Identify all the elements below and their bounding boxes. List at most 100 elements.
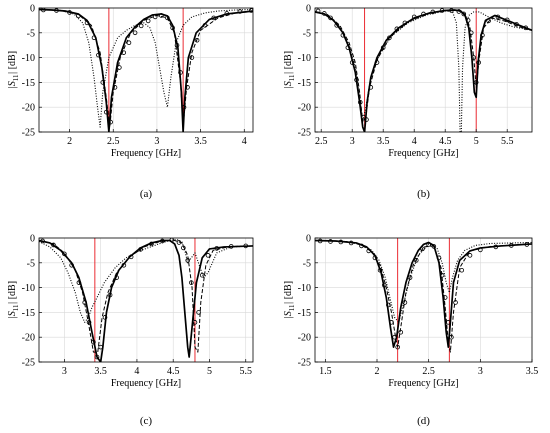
x-tick-label: 3: [154, 136, 159, 147]
x-axis-label: Frequency [GHz]: [111, 378, 181, 389]
measured-point: [315, 8, 321, 14]
measured-point: [243, 243, 249, 249]
series-line-dotted: [315, 10, 532, 132]
measured-point: [98, 344, 103, 350]
measured-point: [224, 11, 230, 16]
measured-point: [62, 251, 67, 257]
measured-point: [176, 240, 182, 245]
measured-point: [121, 262, 127, 268]
y-tick-label: -10: [22, 53, 35, 64]
y-tick-label: -15: [22, 78, 35, 89]
x-tick-label: 3: [478, 366, 483, 377]
series-line-dotted: [315, 239, 532, 323]
measured-point: [91, 35, 97, 41]
measured-point: [407, 275, 413, 280]
measured-point: [211, 15, 216, 21]
x-tick-label: 3: [350, 136, 355, 147]
measured-point: [112, 85, 118, 90]
x-axis-label: Frequency [GHz]: [388, 148, 458, 159]
x-tick-label: 4.5: [167, 366, 180, 377]
measured-point: [395, 344, 400, 350]
measured-point: [160, 238, 165, 244]
measured-point: [486, 18, 491, 24]
y-tick-label: 0: [30, 234, 35, 245]
measured-point: [471, 55, 477, 60]
measured-point: [473, 80, 479, 85]
y-tick-label: -20: [22, 333, 35, 344]
measured-point: [158, 13, 164, 18]
x-tick-label: 5.5: [239, 366, 252, 377]
measured-point: [368, 85, 374, 90]
measured-point: [76, 13, 81, 19]
measured-point: [40, 238, 45, 244]
measured-point: [121, 50, 127, 55]
x-tick-label: 3.5: [526, 366, 539, 377]
y-tick-label: -25: [298, 358, 311, 369]
measured-point: [181, 104, 187, 110]
y-tick-label: -25: [298, 128, 311, 139]
measured-point: [514, 22, 519, 27]
measured-point: [476, 60, 481, 65]
measured-point: [413, 258, 419, 263]
measured-point: [449, 8, 454, 13]
y-tick-label: -5: [303, 28, 311, 39]
x-tick-label: 2.5: [422, 366, 435, 377]
panel-label: (d): [417, 415, 430, 427]
series-line-dashed: [39, 8, 253, 128]
measured-point: [54, 8, 59, 13]
measured-point: [480, 32, 485, 38]
y-axis-label: |S11| [dB]: [7, 281, 20, 319]
measured-point: [94, 354, 100, 360]
measured-point: [504, 17, 510, 23]
x-tick-label: 3.5: [377, 136, 390, 147]
measured-point: [51, 242, 56, 248]
measured-point: [523, 25, 529, 31]
measured-point: [478, 247, 483, 253]
measured-point: [439, 272, 445, 278]
measured-point: [114, 275, 119, 280]
measured-point: [185, 258, 191, 263]
x-tick-label: 2: [375, 366, 380, 377]
x-tick-label: 4: [242, 136, 247, 147]
x-axis-label: Frequency [GHz]: [388, 378, 458, 389]
measured-point: [493, 244, 499, 250]
measured-point: [389, 320, 394, 325]
measured-point: [165, 15, 170, 21]
y-tick-label: -25: [22, 358, 35, 369]
measured-point: [430, 9, 436, 15]
measured-point: [205, 253, 211, 258]
measured-point: [495, 14, 501, 20]
measured-point: [394, 26, 400, 32]
y-tick-label: -10: [298, 283, 311, 294]
measured-point: [340, 32, 346, 38]
measured-point: [349, 60, 355, 65]
series-line-solid: [39, 8, 253, 132]
y-tick-label: -20: [298, 333, 311, 344]
measured-point: [149, 241, 154, 247]
measured-point: [189, 55, 195, 60]
y-axis-label: |S11| [dB]: [283, 281, 296, 319]
series-line-solid: [39, 239, 253, 362]
measured-point: [192, 320, 198, 325]
measured-point: [103, 109, 109, 115]
measured-point: [449, 334, 454, 340]
measured-point: [76, 280, 82, 285]
panel-label: (c): [140, 415, 153, 427]
measured-point: [354, 77, 359, 83]
y-tick-label: 0: [306, 4, 311, 15]
measured-point: [377, 267, 383, 273]
measured-point: [91, 339, 96, 345]
chart-panel-4: 1.5 2 2.5 3 3.5 0 -5 -10 -15 -20 -25 Frequency [GHz…: [283, 234, 538, 428]
measured-point: [84, 20, 90, 26]
series-line-solid: [315, 239, 532, 348]
measured-point: [138, 23, 144, 29]
y-tick-label: -20: [298, 103, 311, 114]
x-tick-label: 5.5: [501, 136, 514, 147]
measured-point: [237, 9, 243, 14]
measured-point: [359, 243, 364, 249]
series-line-dashed: [315, 9, 532, 123]
measured-point: [108, 119, 113, 125]
x-tick-label: 3: [62, 366, 67, 377]
measured-point: [392, 334, 397, 340]
